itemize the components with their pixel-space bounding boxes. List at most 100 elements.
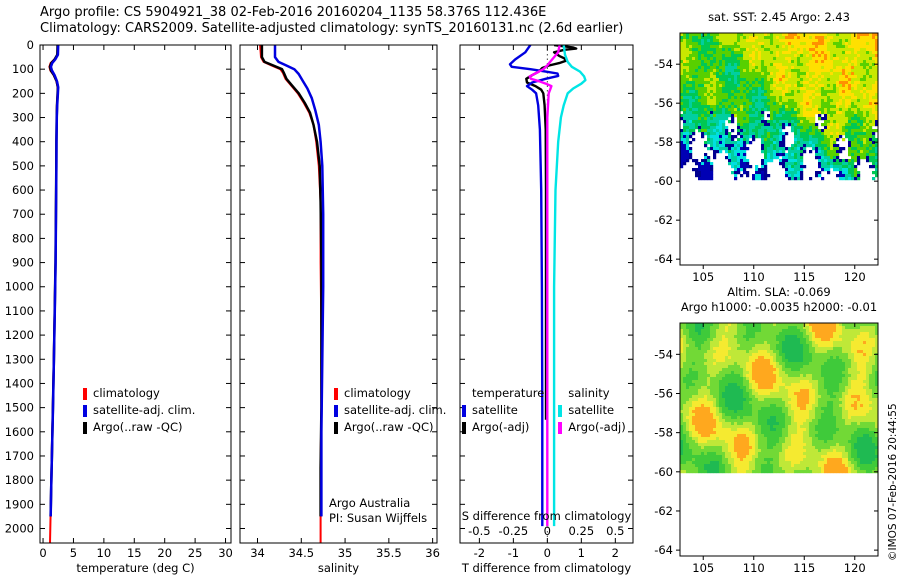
svg-text:110: 110 (743, 270, 765, 284)
svg-text:-54: -54 (654, 57, 673, 71)
svg-text:15: 15 (127, 546, 142, 560)
salinity-legend: climatology satellite-adj. clim. Argo(..… (334, 385, 446, 436)
legend-item-argo-sal: Argo(-adj) (558, 419, 626, 436)
svg-text:300: 300 (12, 111, 34, 125)
svg-text:500: 500 (12, 159, 34, 173)
svg-text:0.25: 0.25 (569, 524, 595, 538)
svg-text:1100: 1100 (5, 304, 34, 318)
svg-text:0: 0 (544, 546, 551, 560)
svg-text:34.5: 34.5 (288, 546, 314, 560)
argo-swatch (83, 421, 87, 434)
difference-legend-salinity-column: salinity satellite Argo(-adj) (558, 385, 626, 436)
legend-label: Argo(-adj) (568, 420, 626, 434)
svg-text:100: 100 (12, 62, 34, 76)
svg-text:0.5: 0.5 (606, 524, 624, 538)
climatology-swatch (83, 387, 87, 400)
t-difference-panel: -2 -1 0 1 2T difference from climatology S di… (459, 44, 634, 575)
sla-map-title-line1: Altim. SLA: -0.069 (727, 285, 831, 299)
svg-text:temperature (deg C): temperature (deg C) (76, 561, 194, 575)
svg-text:1000: 1000 (5, 280, 34, 294)
imos-credit: ©IMOS 07-Feb-2016 20:44:55 (887, 403, 899, 561)
svg-text:1300: 1300 (5, 352, 34, 366)
svg-text:200: 200 (12, 86, 34, 100)
svg-text:-56: -56 (654, 96, 673, 110)
program-annotation: Argo Australia (329, 496, 411, 510)
svg-text:36: 36 (425, 546, 440, 560)
svg-text:-58: -58 (654, 135, 673, 149)
page-title-line2: Climatology: CARS2009. Satellite-adjuste… (40, 21, 624, 36)
climatology-swatch (334, 387, 338, 400)
legend-item-satellite-sal: satellite (558, 402, 625, 419)
legend-item-argo: Argo(..raw -QC) (83, 419, 195, 436)
difference-legend-temperature-column: temperature satellite Argo(-adj) (462, 385, 544, 436)
svg-text:1700: 1700 (5, 449, 34, 463)
argo-sal-swatch (558, 421, 563, 434)
svg-text:120: 120 (844, 270, 866, 284)
legend-label: Argo(..raw -QC) (344, 420, 434, 434)
svg-text:105: 105 (692, 270, 714, 284)
svg-text:1: 1 (578, 546, 585, 560)
sla-map: 105 110 115 120-54-56-58-60-62-64 (654, 322, 879, 575)
svg-text:700: 700 (12, 207, 34, 221)
legend-item-satellite-temp: satellite (462, 402, 544, 419)
svg-text:S difference from climatology: S difference from climatology (462, 509, 632, 523)
pi-annotation: PI: Susan Wijffels (329, 511, 428, 525)
svg-text:0: 0 (544, 524, 551, 538)
svg-text:1600: 1600 (5, 425, 34, 439)
argo-swatch (334, 421, 338, 434)
svg-text:30: 30 (218, 546, 233, 560)
svg-text:-64: -64 (654, 252, 673, 266)
legend-item-satellite-adj: satellite-adj. clim. (334, 402, 446, 419)
legend-item-climatology: climatology (334, 385, 446, 402)
argo-temp-swatch (462, 421, 466, 434)
legend-item-argo-temp: Argo(-adj) (462, 419, 544, 436)
svg-text:1500: 1500 (5, 401, 34, 415)
satellite-adj-swatch (334, 404, 338, 417)
legend-label: satellite (472, 403, 518, 417)
svg-text:2: 2 (612, 546, 619, 560)
satellite-temp-swatch (462, 404, 466, 417)
svg-text:T difference from climatology: T difference from climatology (461, 561, 632, 575)
legend-item-climatology: climatology (83, 385, 195, 402)
legend-label: climatology (344, 386, 411, 400)
sst-map-title: sat. SST: 2.45 Argo: 2.43 (708, 10, 850, 24)
legend-label: satellite-adj. clim. (344, 403, 447, 417)
legend-label: climatology (93, 386, 160, 400)
svg-text:25: 25 (188, 546, 203, 560)
svg-text:400: 400 (12, 135, 34, 149)
svg-text:salinity: salinity (318, 561, 359, 575)
legend-item-satellite-adj: satellite-adj. clim. (83, 402, 195, 419)
svg-text:-0.5: -0.5 (468, 524, 490, 538)
legend-label: satellite (568, 403, 615, 417)
difference-legend: temperature satellite Argo(-adj) salinit… (462, 385, 626, 436)
svg-text:-1: -1 (508, 546, 519, 560)
legend-item-argo: Argo(..raw -QC) (334, 419, 446, 436)
svg-text:5: 5 (70, 546, 77, 560)
page-title-line1: Argo profile: CS 5904921_38 02-Feb-2016 … (40, 5, 547, 20)
svg-text:0: 0 (27, 38, 34, 52)
svg-text:35: 35 (338, 546, 353, 560)
svg-text:1800: 1800 (5, 473, 34, 487)
legend-label: Argo(..raw -QC) (93, 420, 183, 434)
svg-text:-0.25: -0.25 (498, 524, 528, 538)
satellite-adj-swatch (83, 404, 87, 417)
svg-text:35.5: 35.5 (376, 546, 402, 560)
temperature-panel: 0 5 10 15 20 25 300100200300400500600700800900… (5, 38, 233, 575)
satellite-sal-swatch (558, 404, 563, 417)
svg-text:800: 800 (12, 231, 34, 245)
svg-text:34: 34 (250, 546, 265, 560)
svg-text:10: 10 (97, 546, 112, 560)
svg-text:1900: 1900 (5, 497, 34, 511)
svg-text:1400: 1400 (5, 376, 34, 390)
svg-text:-60: -60 (654, 174, 673, 188)
legend-header-temperature: temperature (472, 386, 545, 400)
sst-map: 105 110 115 120 -54 -56 -58 -60 -62 -64 (654, 32, 879, 284)
svg-text:900: 900 (12, 256, 34, 270)
svg-text:600: 600 (12, 183, 34, 197)
legend-header-salinity: salinity (568, 386, 610, 400)
svg-text:20: 20 (157, 546, 172, 560)
svg-text:0: 0 (39, 546, 46, 560)
svg-text:1200: 1200 (5, 328, 34, 342)
